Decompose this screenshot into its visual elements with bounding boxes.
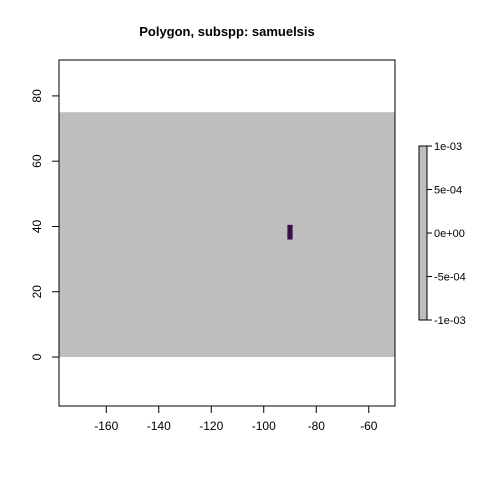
y-tick-label: 60 <box>30 154 44 168</box>
plot-area <box>58 59 396 407</box>
x-tick-label: -120 <box>199 419 223 433</box>
legend-label: 1e-03 <box>434 141 462 153</box>
y-axis: 0 20 40 60 80 <box>30 89 60 360</box>
x-tick-label: -160 <box>94 419 118 433</box>
y-tick-label: 20 <box>30 285 44 299</box>
legend-label: -1e-03 <box>434 315 466 327</box>
y-tick-label: 80 <box>30 89 44 103</box>
legend-label: -5e-04 <box>434 272 466 284</box>
x-tick-label: -140 <box>147 419 171 433</box>
legend-label: 0e+00 <box>434 228 465 240</box>
x-tick-label: -60 <box>360 419 378 433</box>
color-legend: 1e-03 5e-04 0e+00 -5e-04 -1e-03 <box>418 141 466 327</box>
x-tick-label: -80 <box>308 419 326 433</box>
legend-label: 5e-04 <box>434 185 462 197</box>
polygon-cell <box>287 224 293 240</box>
chart-title: Polygon, subspp: samuelsis <box>139 24 315 39</box>
legend-bar <box>418 145 428 321</box>
y-tick-label: 0 <box>30 353 44 360</box>
y-tick-label: 40 <box>30 219 44 233</box>
raster-band <box>59 112 395 358</box>
x-tick-label: -100 <box>252 419 276 433</box>
x-axis: -160 -140 -120 -100 -80 -60 <box>94 405 378 433</box>
